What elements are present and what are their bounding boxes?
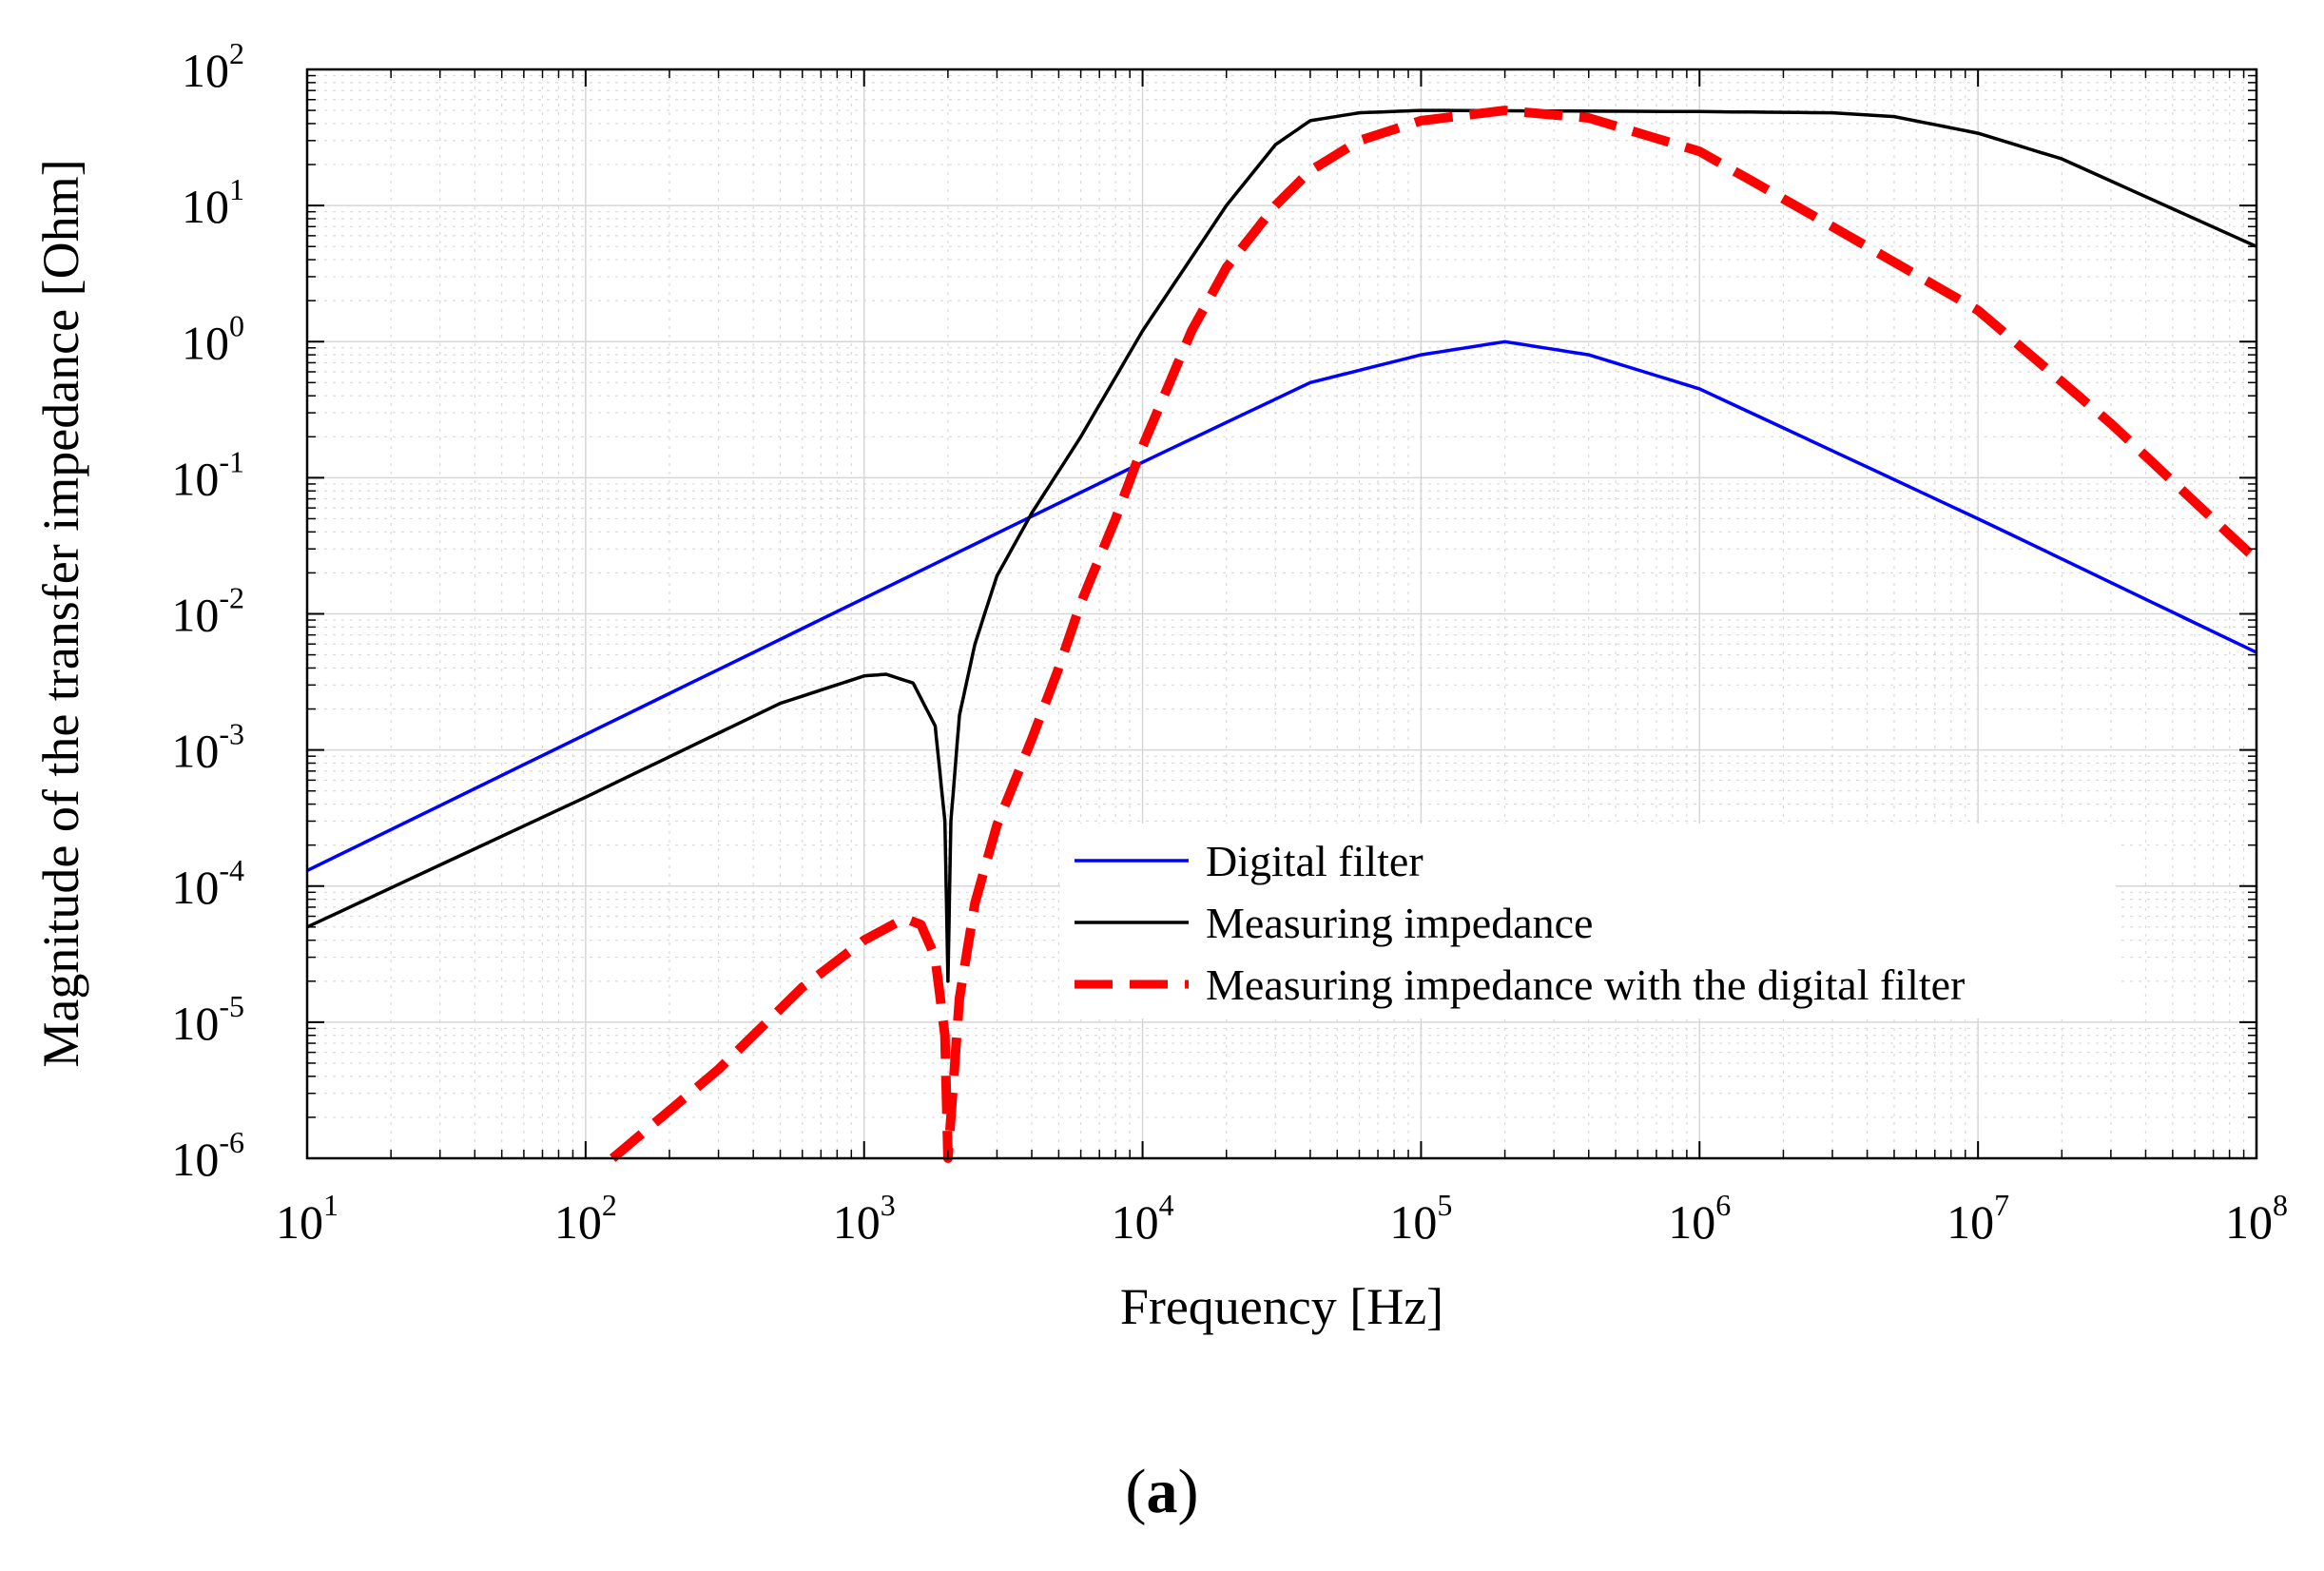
y-tick-exponent: -6 xyxy=(219,1125,244,1159)
x-tick-label: 104 xyxy=(1112,1188,1174,1249)
x-tick-labels: 101 102 103 104 105 106 107 108 xyxy=(276,1188,2288,1249)
series-line-1 xyxy=(306,339,2257,872)
x-axis-title: Frequency [Hz] xyxy=(1120,1278,1443,1335)
x-tick-base: 10 xyxy=(2225,1195,2273,1249)
y-tick-base: 10 xyxy=(182,316,229,369)
y-tick-exponent: 0 xyxy=(229,308,244,342)
legend-label-2: Measuring impedance xyxy=(1206,899,1593,947)
figure-caption: (a) xyxy=(1126,1457,1199,1526)
x-tick-label: 107 xyxy=(1946,1188,2009,1249)
y-tick-exponent: -4 xyxy=(219,853,244,887)
x-tick-label: 106 xyxy=(1668,1188,1731,1249)
y-tick-base: 10 xyxy=(182,180,229,233)
x-tick-exponent: 7 xyxy=(1994,1188,2009,1222)
y-tick-base: 10 xyxy=(171,997,219,1050)
y-tick-base: 10 xyxy=(171,1133,219,1186)
x-tick-exponent: 4 xyxy=(1159,1188,1174,1222)
x-tick-exponent: 1 xyxy=(323,1188,339,1222)
x-tick-base: 10 xyxy=(554,1195,602,1249)
y-tick-base: 10 xyxy=(182,44,229,97)
legend: Digital filter Measuring impedance Measuri… xyxy=(1060,824,2116,1018)
y-tick-label: 10-3 xyxy=(171,717,244,778)
x-tick-label: 101 xyxy=(276,1188,339,1249)
y-tick-base: 10 xyxy=(171,589,219,642)
x-tick-base: 10 xyxy=(1946,1195,1994,1249)
y-tick-exponent: -1 xyxy=(219,444,244,478)
x-tick-exponent: 8 xyxy=(2273,1188,2288,1222)
caption-close-paren: ) xyxy=(1178,1457,1199,1526)
y-tick-label: 101 xyxy=(182,172,244,233)
y-tick-label: 10-1 xyxy=(171,444,244,505)
legend-box xyxy=(1060,824,2116,1018)
caption-letter: a xyxy=(1147,1457,1178,1526)
y-tick-exponent: -2 xyxy=(219,581,244,615)
axis-ticks xyxy=(306,68,2257,1159)
x-tick-base: 10 xyxy=(833,1195,881,1249)
y-tick-label: 10-5 xyxy=(171,989,244,1050)
x-tick-base: 10 xyxy=(1668,1195,1715,1249)
y-tick-label: 10-2 xyxy=(171,581,244,642)
y-axis-title: Magnitude of the transfer impedance [Ohm… xyxy=(32,159,89,1067)
series-line-3 xyxy=(609,106,2260,1163)
y-tick-exponent: 2 xyxy=(229,36,244,70)
series-line-2 xyxy=(306,108,2257,983)
caption-open-paren: ( xyxy=(1126,1457,1147,1526)
y-tick-exponent: -3 xyxy=(219,717,244,751)
x-tick-label: 105 xyxy=(1389,1188,1452,1249)
y-tick-base: 10 xyxy=(171,725,219,778)
legend-label-3: Measuring impedance with the digital fil… xyxy=(1206,960,1965,1009)
x-tick-base: 10 xyxy=(1112,1195,1159,1249)
y-tick-exponent: -5 xyxy=(219,989,244,1023)
x-tick-exponent: 3 xyxy=(881,1188,896,1222)
y-tick-label: 10-6 xyxy=(171,1125,244,1186)
y-tick-exponent: 1 xyxy=(229,172,244,206)
series-layer xyxy=(306,106,2260,1163)
x-tick-base: 10 xyxy=(1389,1195,1437,1249)
x-tick-base: 10 xyxy=(276,1195,323,1249)
y-tick-base: 10 xyxy=(171,861,219,914)
x-tick-exponent: 5 xyxy=(1437,1188,1452,1222)
y-tick-base: 10 xyxy=(171,452,219,505)
y-tick-label: 100 xyxy=(182,308,244,369)
x-tick-label: 102 xyxy=(554,1188,617,1249)
x-tick-label: 103 xyxy=(833,1188,896,1249)
x-tick-exponent: 6 xyxy=(1715,1188,1731,1222)
y-tick-label: 10-4 xyxy=(171,853,244,914)
x-tick-exponent: 2 xyxy=(602,1188,617,1222)
x-tick-label: 108 xyxy=(2225,1188,2288,1249)
y-tick-label: 102 xyxy=(182,36,244,97)
legend-label-1: Digital filter xyxy=(1206,837,1423,885)
